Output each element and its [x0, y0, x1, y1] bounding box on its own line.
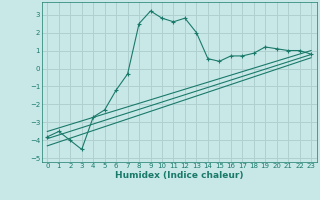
X-axis label: Humidex (Indice chaleur): Humidex (Indice chaleur)	[115, 171, 244, 180]
